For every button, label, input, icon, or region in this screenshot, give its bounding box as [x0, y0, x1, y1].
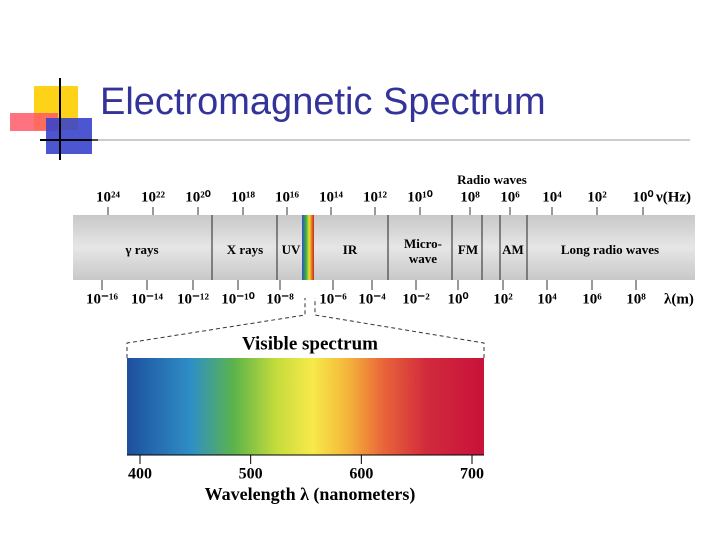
region-label: Micro-wave — [404, 236, 442, 266]
frequency-label: 10¹⁸ — [231, 189, 255, 205]
frequency-label: 10¹⁰ — [407, 189, 433, 205]
wavelength-label: 10⁻² — [402, 291, 430, 307]
wavelength-label: 10⁻¹² — [177, 291, 209, 307]
slide-title: Electromagnetic Spectrum — [100, 81, 546, 123]
visible-strip — [302, 215, 314, 280]
region-label: UV — [282, 242, 301, 257]
frequency-label: 10¹⁶ — [275, 189, 299, 205]
frequency-label: 10⁶ — [500, 189, 520, 205]
zoom-lines — [126, 298, 485, 358]
visible-tick-label: 400 — [128, 466, 152, 483]
radio-label: Radio waves — [457, 172, 527, 187]
region-label: FM — [458, 242, 478, 257]
frequency-unit: ν(Hz) — [655, 189, 691, 205]
frequency-label: 10¹⁴ — [319, 189, 343, 205]
wavelength-label: 10⁻¹⁶ — [86, 291, 118, 307]
frequency-label: 10² — [587, 189, 607, 205]
wavelength-label: 10⁻¹⁴ — [131, 291, 163, 307]
wavelength-label: 10⁻⁶ — [319, 291, 347, 307]
region-label: γ rays — [124, 242, 158, 257]
wavelength-label: 10⁴ — [537, 291, 557, 307]
region-label: Long radio waves — [561, 242, 659, 257]
frequency-label: 10⁴ — [542, 189, 562, 205]
visible-title: Visible spectrum — [242, 333, 378, 354]
region-label: IR — [343, 242, 358, 257]
visible-tick-label: 700 — [460, 466, 484, 483]
visible-tick-label: 600 — [349, 466, 373, 483]
wavelength-label: 10⁻¹⁰ — [221, 291, 254, 307]
frequency-label: 10²⁴ — [96, 189, 120, 205]
wavelength-label: 10⁰ — [447, 291, 468, 307]
region-label: AM — [502, 242, 524, 257]
spectrum-band — [73, 215, 695, 280]
visible-gradient — [127, 358, 484, 455]
region-label: X rays — [227, 242, 263, 257]
frequency-label: 10¹² — [363, 189, 387, 205]
wavelength-label: 10⁻⁴ — [358, 291, 386, 307]
frequency-label: 10²² — [141, 189, 165, 205]
frequency-label: 10²⁰ — [185, 189, 211, 205]
frequency-label: 10⁰ — [632, 189, 653, 205]
wavelength-label: 10⁶ — [582, 291, 602, 307]
frequency-label: 10⁸ — [460, 189, 480, 205]
wavelength-label: 10² — [493, 291, 513, 307]
region-dividers — [211, 215, 528, 280]
wavelength-label: 10⁸ — [626, 291, 646, 307]
visible-tick-label: 500 — [239, 466, 263, 483]
wavelength-unit: λ(m) — [664, 291, 694, 307]
visible-axis-label: Wavelength λ (nanometers) — [205, 484, 416, 505]
logo-decoration — [10, 78, 98, 160]
wavelength-label: 10⁻⁸ — [266, 291, 294, 307]
